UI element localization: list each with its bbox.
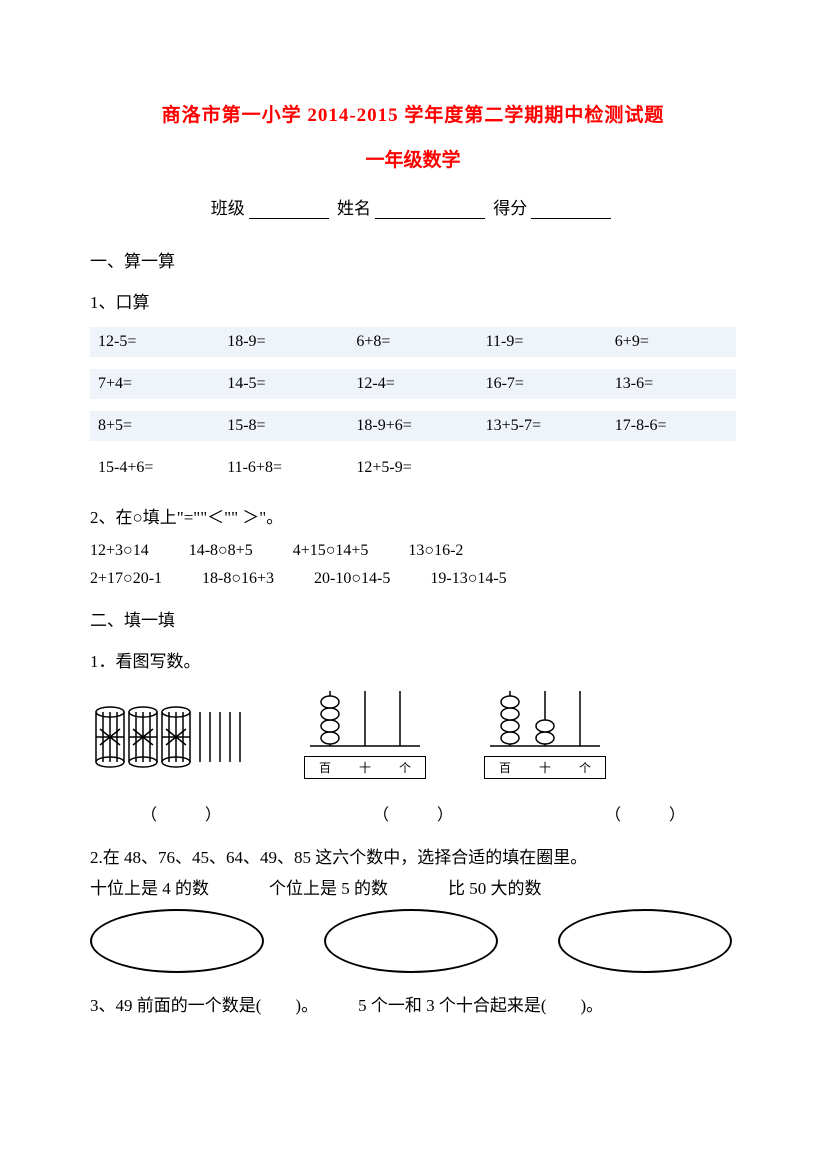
compare-item: 20-10○14-5 — [314, 570, 390, 588]
paren-slot[interactable]: （ ） — [90, 801, 272, 825]
mental-math-grid: 12-5= 18-9= 6+8= 11-9= 6+9= 7+4= 14-5= 1… — [90, 327, 736, 483]
compare-item: 14-8○8+5 — [189, 542, 253, 560]
figures-row: 百 十 个 — [90, 686, 736, 779]
abacus-col-label: 十 — [359, 759, 371, 776]
compare-item: 18-8○16+3 — [202, 570, 274, 588]
calc-cell: 16-7= — [478, 369, 607, 399]
abacus-col-label: 十 — [539, 759, 551, 776]
page-subtitle: 一年级数学 — [90, 145, 736, 172]
compare-item: 12+3○14 — [90, 542, 149, 560]
answer-paren-row: （ ） （ ） （ ） — [90, 801, 736, 825]
abacus-2-figure: 百 十 个 — [480, 686, 610, 779]
calc-cell: 13+5-7= — [478, 411, 607, 441]
name-blank[interactable] — [375, 200, 485, 219]
q3-part: 3、49 前面的一个数是( )。 — [90, 991, 318, 1016]
calc-cell: 18-9= — [219, 327, 348, 357]
student-info-row: 班级 姓名 得分 — [90, 194, 736, 219]
abacus-col-label: 百 — [319, 759, 331, 776]
class-blank[interactable] — [249, 200, 329, 219]
ellipses-row — [90, 909, 736, 973]
exam-page: 商洛市第一小学 2014-2015 学年度第二学期期中检测试题 一年级数学 班级… — [0, 0, 826, 1169]
compare-item: 19-13○14-5 — [430, 570, 506, 588]
answer-ellipse[interactable] — [558, 909, 732, 973]
compare-item: 13○16-2 — [408, 542, 463, 560]
compare-item: 2+17○20-1 — [90, 570, 162, 588]
q1-1-label: 1、口算 — [90, 288, 736, 313]
calc-cell: 12-5= — [90, 327, 219, 357]
calc-cell: 6+8= — [348, 327, 477, 357]
bundles-icon — [90, 699, 250, 779]
score-blank[interactable] — [531, 200, 611, 219]
page-title: 商洛市第一小学 2014-2015 学年度第二学期期中检测试题 — [90, 100, 736, 127]
bundles-figure — [90, 699, 250, 779]
answer-ellipse[interactable] — [324, 909, 498, 973]
q2-3-line: 3、49 前面的一个数是( )。 5 个一和 3 个十合起来是( )。 — [90, 991, 736, 1016]
abacus-col-label: 个 — [579, 759, 591, 776]
calc-cell: 8+5= — [90, 411, 219, 441]
abacus-col-label: 个 — [399, 759, 411, 776]
score-label: 得分 — [493, 199, 527, 218]
calc-cell: 14-5= — [219, 369, 348, 399]
paren-slot[interactable]: （ ） — [322, 801, 504, 825]
calc-cell: 11-6+8= — [219, 453, 348, 483]
calc-cell — [607, 453, 736, 483]
calc-cell: 15-8= — [219, 411, 348, 441]
q1-2-label: 2、在○填上"=""＜"" ＞"。 — [90, 503, 736, 528]
calc-cell: 12+5-9= — [348, 453, 477, 483]
section-2-heading: 二、填一填 — [90, 606, 736, 631]
calc-cell: 7+4= — [90, 369, 219, 399]
answer-ellipse[interactable] — [90, 909, 264, 973]
q2-1-label: 1．看图写数。 — [90, 647, 736, 672]
col-header: 个位上是 5 的数 — [269, 874, 388, 899]
col-header: 十位上是 4 的数 — [90, 874, 209, 899]
q2-2-headers: 十位上是 4 的数 个位上是 5 的数 比 50 大的数 — [90, 874, 736, 899]
calc-cell: 6+9= — [607, 327, 736, 357]
paren-slot[interactable]: （ ） — [554, 801, 736, 825]
compare-block: 12+3○14 14-8○8+5 4+15○14+5 13○16-2 2+17○… — [90, 542, 736, 588]
section-1-heading: 一、算一算 — [90, 247, 736, 272]
name-label: 姓名 — [337, 199, 371, 218]
class-label: 班级 — [211, 199, 245, 218]
abacus-icon — [480, 686, 610, 756]
abacus-label-row: 百 十 个 — [304, 756, 426, 779]
q3-part: 5 个一和 3 个十合起来是( )。 — [358, 991, 603, 1016]
calc-cell: 13-6= — [607, 369, 736, 399]
abacus-1-figure: 百 十 个 — [300, 686, 430, 779]
compare-item: 4+15○14+5 — [293, 542, 369, 560]
calc-cell: 11-9= — [478, 327, 607, 357]
calc-cell: 17-8-6= — [607, 411, 736, 441]
compare-line: 2+17○20-1 18-8○16+3 20-10○14-5 19-13○14-… — [90, 570, 736, 588]
calc-cell: 15-4+6= — [90, 453, 219, 483]
abacus-col-label: 百 — [499, 759, 511, 776]
abacus-label-row: 百 十 个 — [484, 756, 606, 779]
q2-2-text: 2.在 48、76、45、64、49、85 这六个数中，选择合适的填在圈里。 — [90, 843, 736, 868]
col-header: 比 50 大的数 — [448, 874, 542, 899]
abacus-icon — [300, 686, 430, 756]
compare-line: 12+3○14 14-8○8+5 4+15○14+5 13○16-2 — [90, 542, 736, 560]
calc-cell: 12-4= — [348, 369, 477, 399]
calc-cell: 18-9+6= — [348, 411, 477, 441]
calc-cell — [478, 453, 607, 483]
